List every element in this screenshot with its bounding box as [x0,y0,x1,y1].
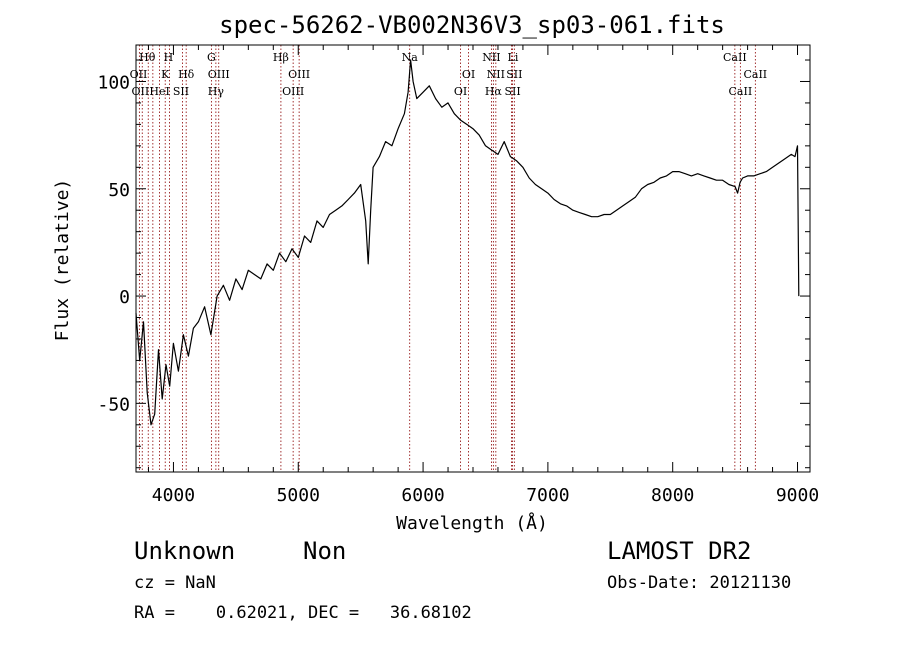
y-tick-label-1: 0 [119,287,130,308]
y-tick-label-3: 100 [97,72,130,93]
plot-frame [135,44,811,473]
line-label-7: CaII [723,51,747,64]
line-markers [138,45,756,472]
line-label-0: Hθ [139,51,156,64]
x-tick-label-1: 5000 [277,485,320,506]
line-label-1: H [164,51,174,64]
x-tick-label-2: 6000 [401,485,444,506]
line-label-21: OIII [282,85,304,98]
y-tick-label-0: -50 [97,394,130,415]
coordinates-text: RA = 0.62021, DEC = 36.68102 [134,603,472,623]
x-tick-label-5: 9000 [776,485,819,506]
x-axis-label: Wavelength (Å) [396,512,548,534]
obs-date-text: Obs-Date: 20121130 [607,573,792,593]
line-label-3: Hβ [273,51,289,64]
line-label-8: OII [130,68,148,81]
line-label-19: SII [173,85,189,98]
line-label-25: CaII [729,85,753,98]
chart-title: spec-56262-VB002N36V3_sp03-061.fits [219,11,725,39]
y-tick-label-2: 50 [108,180,130,201]
line-label-5: NII [482,51,500,64]
line-label-18: HeI [149,85,169,98]
y-axis-label: Flux (relative) [52,179,73,342]
class-label: Unknown [134,537,236,565]
spectrum-line [135,59,800,426]
line-label-23: Hα [485,85,503,98]
line-label-2: G [207,51,216,64]
x-axis-ticks: 4000 5000 6000 7000 8000 9000 [147,45,819,506]
line-label-9: K [161,68,170,81]
line-label-4: Na [402,51,419,64]
x-tick-label-0: 4000 [152,485,195,506]
line-label-10: Hδ [178,68,195,81]
line-label-20: Hγ [208,85,225,98]
line-label-6: Li [508,51,519,64]
line-label-14: NII [487,68,505,81]
redshift-text: cz = NaN [134,573,216,593]
line-label-17: OII [132,85,150,98]
x-tick-label-3: 7000 [526,485,569,506]
y-axis-ticks: -50 0 50 100 [97,59,810,469]
survey-label: LAMOST DR2 [607,537,752,565]
line-label-12: OIII [288,68,310,81]
line-label-15: SII [506,68,522,81]
x-tick-label-4: 8000 [651,485,694,506]
line-label-16: CaII [743,68,767,81]
line-label-11: OIII [208,68,230,81]
line-label-24: SII [504,85,520,98]
line-label-13: OI [462,68,475,81]
line-label-22: OI [454,85,467,98]
subclass-label: Non [303,537,347,565]
